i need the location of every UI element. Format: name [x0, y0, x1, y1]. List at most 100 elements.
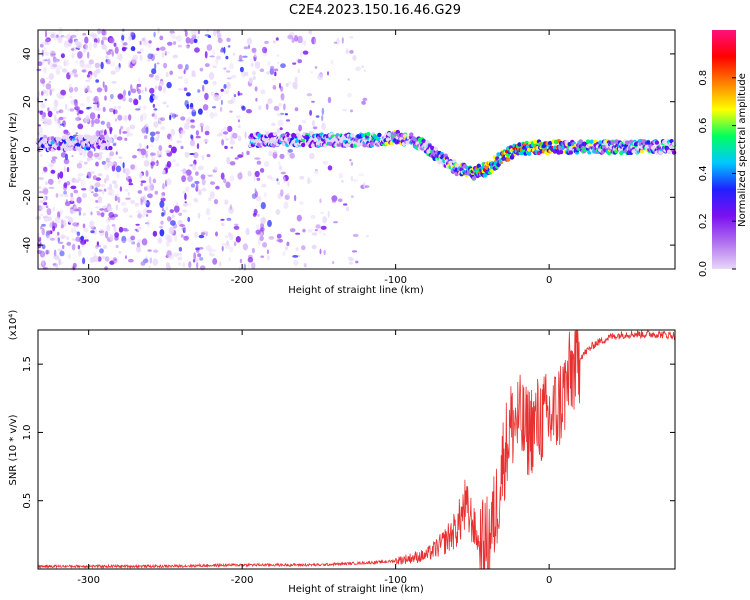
- spectrogram-cell: [280, 171, 286, 175]
- spectrogram-cell: [47, 58, 51, 65]
- spectrogram-cell: [294, 107, 299, 112]
- spectrogram-ridge-cell: [598, 140, 603, 145]
- spectrogram-cell: [258, 105, 262, 111]
- spectrogram-cell: [318, 228, 322, 235]
- spectrogram-cell: [180, 169, 185, 172]
- spectrogram-cell: [80, 235, 85, 241]
- spectrogram-cell: [57, 248, 63, 252]
- spectrogram-cell: [55, 33, 61, 41]
- spectrogram-cell: [77, 206, 82, 212]
- spectrogram-cell: [350, 175, 353, 182]
- spectrogram-cell: [111, 50, 115, 57]
- spectrogram-cell: [173, 114, 179, 117]
- spectrogram-cell: [198, 108, 203, 115]
- spectrogram-cell: [254, 52, 257, 58]
- spectrogram-ridge-cell: [671, 150, 677, 155]
- spectrogram-cell: [52, 160, 56, 163]
- colorbar-tick-label: 0.0: [698, 261, 709, 277]
- spectrogram-cell: [180, 116, 186, 121]
- spectrogram-cell: [140, 148, 147, 156]
- spectrogram-cell: [77, 123, 84, 130]
- spectrogram-cell: [63, 165, 66, 173]
- spectrogram-cell: [272, 40, 276, 44]
- spectrogram-cell: [203, 138, 209, 143]
- spectrogram-cell: [319, 248, 322, 255]
- spectrogram-cell: [109, 152, 112, 160]
- spectrogram-cell: [185, 92, 191, 97]
- spectrogram-cell: [114, 235, 119, 241]
- spectrogram-cell: [176, 35, 182, 42]
- spectrogram-cell: [224, 199, 229, 205]
- spectrogram-cell: [48, 186, 55, 189]
- spectrogram-cell: [53, 249, 57, 257]
- spectrogram-cell: [73, 189, 79, 194]
- spectrogram-cell: [159, 46, 166, 51]
- spectrogram-cell: [80, 179, 86, 188]
- spectrogram-cell: [254, 188, 257, 194]
- spectrogram-cell: [71, 243, 76, 251]
- spectrogram-ridge-cell: [517, 142, 522, 147]
- spectrogram-cell: [194, 258, 199, 263]
- spectrogram-cell: [66, 167, 70, 173]
- spectrogram-cell: [94, 187, 99, 193]
- spectrogram-cell: [311, 232, 318, 236]
- spectrogram-cell: [278, 165, 283, 171]
- spectrogram-cell: [228, 206, 234, 214]
- spectrogram-cell: [40, 154, 43, 157]
- spectrogram-cell: [286, 193, 290, 196]
- spectrogram-cell: [140, 114, 144, 122]
- spectrogram-cell: [123, 89, 126, 97]
- spectrogram-cell: [136, 210, 142, 214]
- spectrogram-cell: [78, 160, 84, 164]
- spectrogram-cell: [255, 97, 258, 102]
- spectrogram-ridge-cell: [56, 146, 62, 151]
- spectrogram-cell: [215, 231, 218, 237]
- spectrogram-cell: [86, 175, 89, 179]
- spectrogram-cell: [58, 116, 64, 121]
- spectrogram-cell: [150, 136, 155, 143]
- spectrogram-cell: [63, 158, 70, 165]
- spectrogram-cell: [177, 88, 183, 91]
- spectrogram-cell: [117, 93, 124, 100]
- spectrogram-cell: [63, 60, 66, 67]
- spectrogram-cell: [187, 175, 194, 182]
- spectrogram-cell: [220, 48, 224, 53]
- spectrogram-cell: [74, 99, 78, 107]
- spectrogram-cell: [212, 80, 217, 86]
- spectrogram-cell: [264, 40, 269, 45]
- spectrogram-noise-layer: [35, 26, 370, 272]
- spectrogram-cell: [85, 79, 90, 82]
- spectrogram-cell: [194, 47, 200, 53]
- spectrogram-cell: [186, 118, 192, 124]
- spectrogram-cell: [90, 211, 93, 216]
- spectrogram-cell: [294, 76, 298, 85]
- spectrogram-cell: [352, 178, 359, 182]
- spectrogram-cell: [153, 113, 158, 120]
- spectrogram-cell: [147, 43, 152, 49]
- spectrogram-cell: [210, 248, 216, 253]
- spectrogram-cell: [153, 31, 156, 38]
- spectrogram-cell: [62, 244, 65, 250]
- spectrogram-cell: [60, 219, 64, 225]
- spectrogram-cell: [106, 121, 111, 129]
- spectrogram-cell: [96, 210, 100, 213]
- spectrogram-cell: [209, 111, 215, 119]
- spectrogram-cell: [168, 255, 175, 260]
- spectrogram-cell: [312, 126, 318, 129]
- spectrogram-cell: [189, 153, 195, 155]
- spectrogram-cell: [229, 62, 234, 70]
- spectrogram-cell: [277, 61, 280, 64]
- spectrogram-cell: [148, 176, 152, 184]
- spectrogram-cell: [184, 153, 189, 158]
- spectrogram-cell: [54, 216, 61, 224]
- spectrogram-cell: [302, 228, 306, 233]
- spectrogram-ridge-cell: [585, 139, 591, 144]
- spectrogram-cell: [76, 196, 82, 204]
- y-tick-label: 0.5: [22, 493, 33, 509]
- spectrogram-ridge-cell: [362, 143, 367, 148]
- spectrogram-cell: [40, 260, 47, 268]
- spectrogram-cell: [355, 260, 359, 264]
- spectrogram-cell: [263, 192, 267, 198]
- spectrogram-cell: [89, 257, 95, 263]
- spectrogram-cell: [338, 172, 343, 179]
